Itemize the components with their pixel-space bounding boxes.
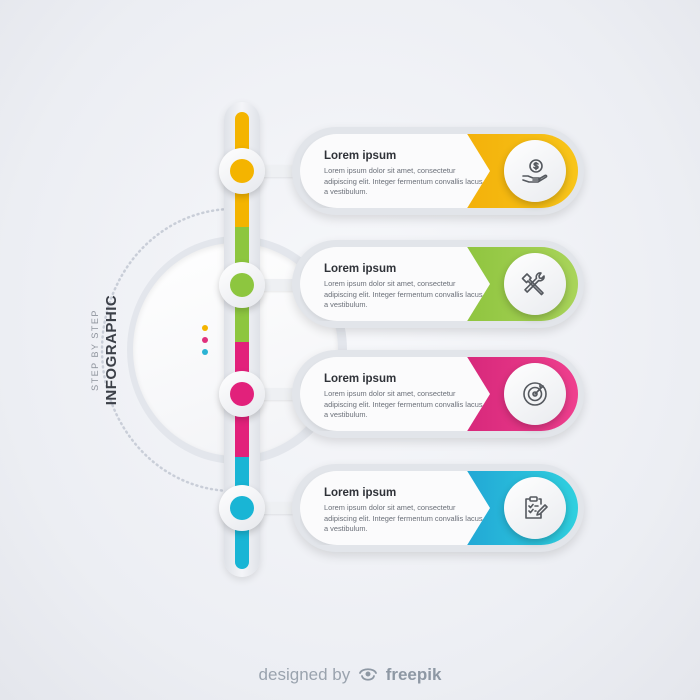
timeline-node-3[interactable] bbox=[219, 371, 265, 417]
badge-text: STEP BY STEP INFOGRAPHIC bbox=[90, 250, 150, 450]
step-body-3: Lorem ipsum dolor sit amet, consectetur … bbox=[324, 389, 483, 419]
step-icon-circle-1 bbox=[504, 140, 566, 202]
footer-brand: freepik bbox=[385, 665, 442, 684]
timeline-node-1[interactable] bbox=[219, 148, 265, 194]
step-text-panel-2 bbox=[300, 247, 490, 321]
badge-title: INFOGRAPHIC bbox=[103, 294, 120, 406]
step-title-3: Lorem ipsum bbox=[324, 373, 397, 385]
badge-dots bbox=[202, 325, 212, 361]
footer-credit: designed by freepik bbox=[0, 664, 700, 685]
step-icon-circle-3 bbox=[504, 363, 566, 425]
step-text-panel-1 bbox=[300, 134, 490, 208]
footer-prefix: designed by bbox=[258, 665, 351, 684]
step-icon-circle-2 bbox=[504, 253, 566, 315]
timeline-node-2[interactable] bbox=[219, 262, 265, 308]
step-body-4: Lorem ipsum dolor sit amet, consectetur … bbox=[324, 503, 483, 533]
badge-dot bbox=[202, 325, 208, 331]
node-dot bbox=[230, 273, 254, 297]
checklist-icon bbox=[525, 496, 548, 519]
step-title-2: Lorem ipsum bbox=[324, 263, 397, 275]
timeline-node-4[interactable] bbox=[219, 485, 265, 531]
money-hand-icon bbox=[522, 159, 548, 183]
step-body-1: Lorem ipsum dolor sit amet, consectetur … bbox=[324, 166, 483, 196]
target-icon bbox=[523, 382, 547, 406]
step-text-panel-3 bbox=[300, 357, 490, 431]
badge-subtitle: STEP BY STEP bbox=[90, 309, 100, 391]
step-text-panel-4 bbox=[300, 471, 490, 545]
badge-dot bbox=[202, 349, 208, 355]
step-icon-circle-4 bbox=[504, 477, 566, 539]
tools-icon bbox=[521, 272, 545, 296]
step-body-2: Lorem ipsum dolor sit amet, consectetur … bbox=[324, 279, 483, 309]
node-dot bbox=[230, 159, 254, 183]
badge-dot bbox=[202, 337, 208, 343]
step-title-1: Lorem ipsum bbox=[324, 150, 397, 162]
node-dot bbox=[230, 382, 254, 406]
badge-dashed-ring bbox=[100, 207, 235, 493]
node-dot bbox=[230, 496, 254, 520]
step-title-4: Lorem ipsum bbox=[324, 487, 397, 499]
freepik-logo-icon bbox=[359, 668, 377, 681]
